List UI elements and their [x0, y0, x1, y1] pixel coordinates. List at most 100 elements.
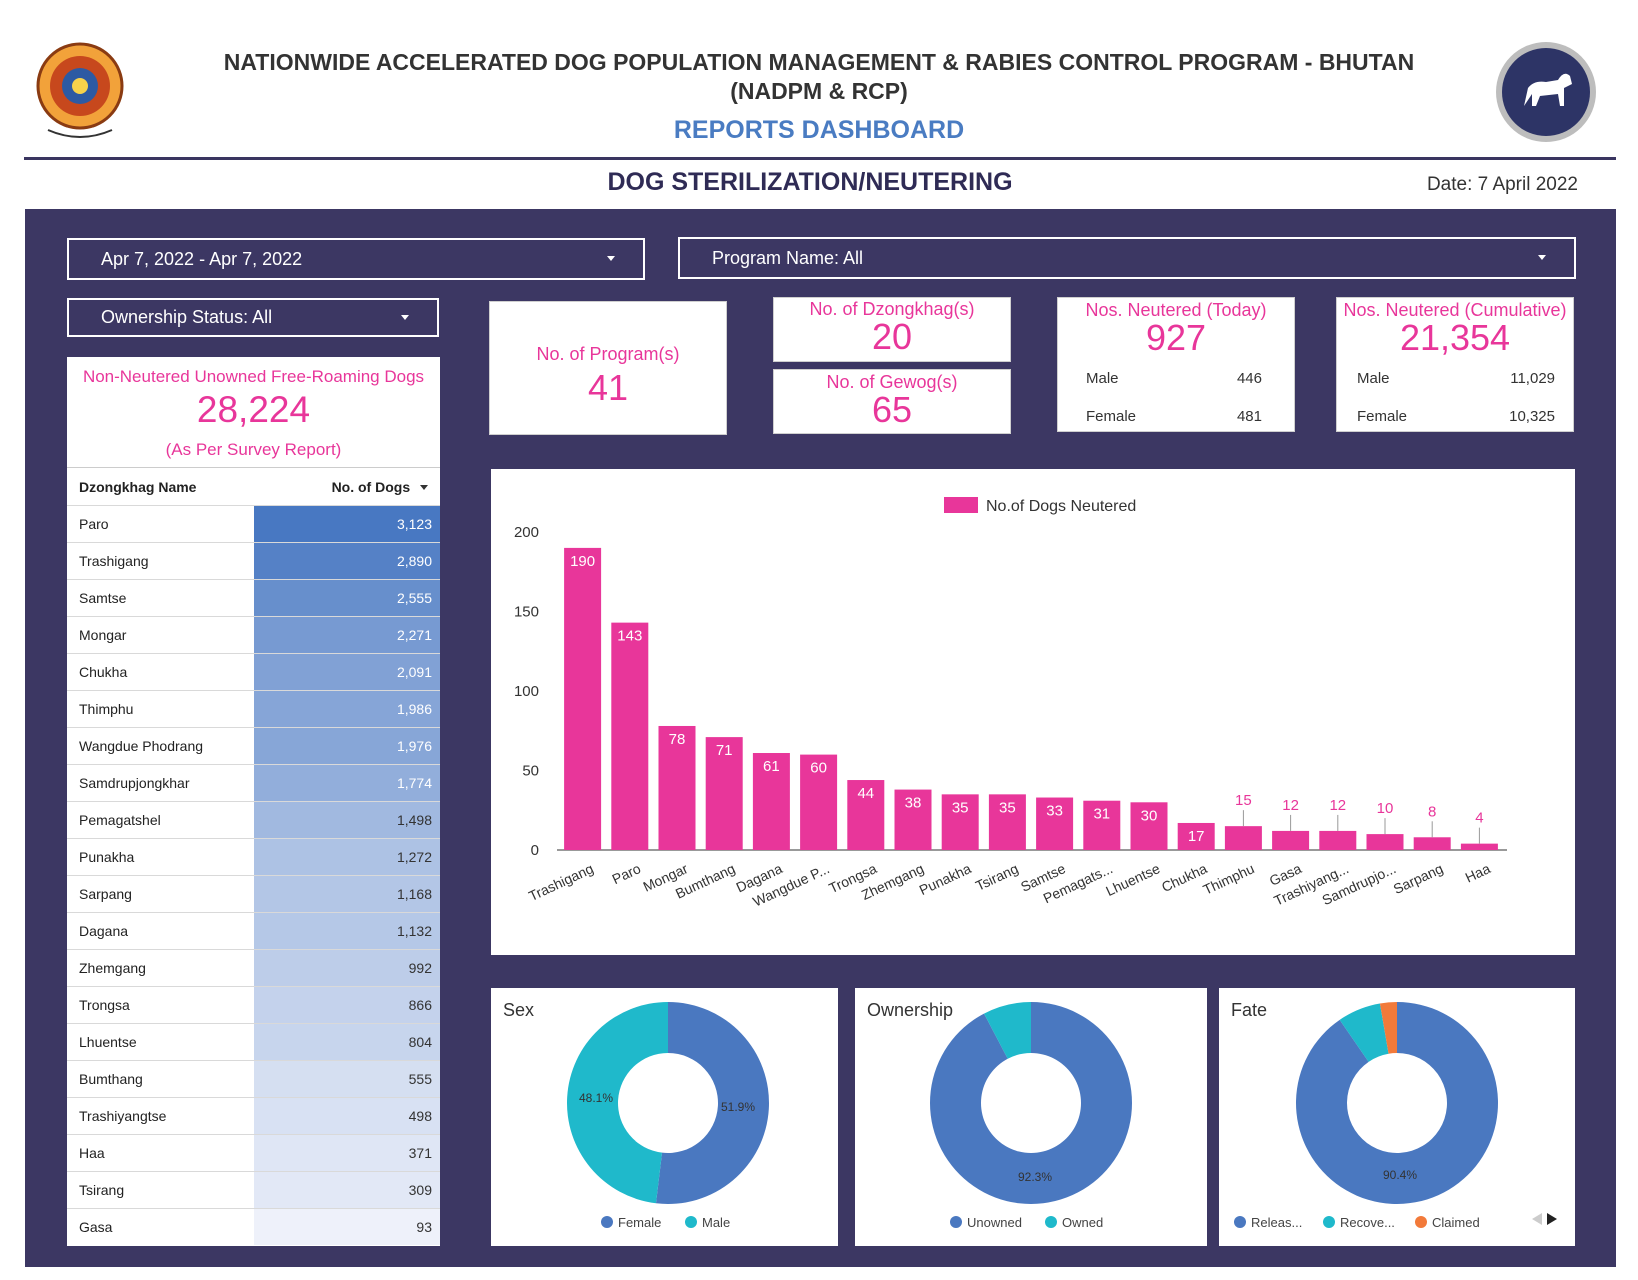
legend-prev-icon[interactable] — [1532, 1213, 1542, 1225]
donut-slice[interactable] — [567, 1002, 668, 1204]
y-tick-label: 100 — [514, 683, 539, 700]
dzongkhag-name: Trongsa — [79, 997, 130, 1013]
table-row[interactable]: Paro 3,123 — [67, 505, 440, 542]
bar-value-label: 15 — [1235, 792, 1252, 809]
bar — [894, 789, 932, 850]
legend-dot — [685, 1216, 697, 1228]
table-row[interactable]: Thimphu 1,986 — [67, 690, 440, 727]
table-row[interactable]: Sarpang 1,168 — [67, 875, 440, 912]
dzongkhag-name: Lhuentse — [79, 1034, 137, 1050]
dashboard-subtitle: REPORTS DASHBOARD — [673, 116, 965, 144]
table-row[interactable]: Haa 371 — [67, 1134, 440, 1171]
legend-label: Releas... — [1251, 1215, 1302, 1230]
dog-count: 2,091 — [396, 664, 432, 680]
legend-dot — [1234, 1216, 1246, 1228]
column-header-dogs[interactable]: No. of Dogs — [332, 479, 428, 495]
program-name-filter[interactable]: Program Name: All — [678, 237, 1576, 279]
table-row[interactable]: Bumthang 555 — [67, 1060, 440, 1097]
dog-count: 1,976 — [396, 738, 432, 754]
donut-slice[interactable] — [1379, 1002, 1397, 1054]
y-tick-label: 150 — [514, 604, 539, 621]
table-row[interactable]: Pemagatshel 1,498 — [67, 801, 440, 838]
donut-slice[interactable] — [930, 1002, 1132, 1204]
bar-value-label: 71 — [716, 742, 733, 759]
table-row[interactable]: Zhemgang 992 — [67, 949, 440, 986]
title-line-2: (NADPM & RCP) — [730, 78, 908, 104]
x-tick-label: Sarpang — [1391, 860, 1446, 897]
date-range-filter[interactable]: Apr 7, 2022 - Apr 7, 2022 — [67, 238, 645, 280]
legend-next-icon[interactable] — [1547, 1213, 1557, 1225]
dog-count: 498 — [408, 1108, 432, 1124]
dog-count: 1,272 — [396, 849, 432, 865]
table-row[interactable]: Punakha 1,272 — [67, 838, 440, 875]
bar-value-label: 60 — [810, 760, 827, 777]
bar — [1366, 834, 1404, 850]
legend-label: Owned — [1062, 1215, 1103, 1230]
table-row[interactable]: Samdrupjongkhar 1,774 — [67, 764, 440, 801]
donut-slice[interactable] — [984, 1002, 1031, 1059]
bar — [988, 794, 1026, 850]
legend-label: Female — [618, 1215, 661, 1230]
table-row[interactable]: Tsirang 309 — [67, 1171, 440, 1208]
bar — [800, 754, 838, 850]
table-row[interactable]: Wangdue Phodrang 1,976 — [67, 727, 440, 764]
dog-count-cell: 2,555 — [254, 580, 440, 616]
neutered-cumulative-scorecard: Nos. Neutered (Cumulative) 21,354 Male 1… — [1336, 297, 1574, 432]
dog-count-cell: 2,271 — [254, 617, 440, 653]
slice-percent-label: 90.4% — [1383, 1168, 1417, 1182]
today-male-label: Male — [1086, 370, 1119, 387]
table-row[interactable]: Lhuentse 804 — [67, 1023, 440, 1060]
survey-value: 28,224 — [196, 389, 311, 430]
ownership-donut-svg: 92.3% Unowned Owned — [930, 1002, 1132, 1230]
dog-count: 804 — [408, 1034, 432, 1050]
table-row[interactable]: Mongar 2,271 — [67, 616, 440, 653]
ownership-chart-title: Ownership — [867, 1000, 954, 1020]
dzongkhag-name: Trashigang — [79, 553, 149, 569]
column-header-name: Dzongkhag Name — [79, 479, 197, 495]
bar-value-label: 35 — [952, 799, 969, 816]
table-row[interactable]: Chukha 2,091 — [67, 653, 440, 690]
sort-desc-icon — [420, 485, 428, 490]
today-value: 927 — [1145, 317, 1207, 358]
cumulative-male-label: Male — [1357, 370, 1390, 387]
donut-slice[interactable] — [655, 1002, 769, 1204]
slice-percent-label: 92.3% — [1018, 1170, 1052, 1184]
legend-label: No.of Dogs Neutered — [986, 498, 1136, 515]
x-tick-label: Tsirang — [973, 860, 1021, 894]
dog-count-cell: 498 — [254, 1098, 440, 1134]
dzongkhag-name: Trashiyangtse — [79, 1108, 167, 1124]
bar-value-label: 44 — [857, 785, 874, 802]
bar — [752, 753, 790, 850]
dzongkhag-name: Tsirang — [79, 1182, 125, 1198]
table-row[interactable]: Dagana 1,132 — [67, 912, 440, 949]
donut-slice[interactable] — [1339, 1003, 1389, 1062]
bar-value-label: 31 — [1093, 806, 1110, 823]
fate-donut-svg: 90.4% Releas... Recove... Claimed — [1234, 1002, 1498, 1230]
bar-value-label: 61 — [763, 758, 780, 775]
table-row[interactable]: Trashiyangtse 498 — [67, 1097, 440, 1134]
table-row[interactable]: Trashigang 2,890 — [67, 542, 440, 579]
table-row[interactable]: Gasa 93 — [67, 1208, 440, 1245]
dzongkhag-name: Sarpang — [79, 886, 132, 902]
table-row[interactable]: Trongsa 866 — [67, 986, 440, 1023]
dog-count-cell: 3,123 — [254, 506, 440, 542]
dog-count: 1,168 — [396, 886, 432, 902]
bar-value-label: 10 — [1377, 800, 1394, 817]
dzongkhag-name: Bumthang — [79, 1071, 143, 1087]
dzongkhag-name: Haa — [79, 1145, 105, 1161]
dzongkhag-name: Thimphu — [79, 701, 134, 717]
dog-count-cell: 804 — [254, 1024, 440, 1060]
table-row[interactable]: Samtse 2,555 — [67, 579, 440, 616]
donut-slice[interactable] — [1296, 1002, 1498, 1204]
dog-count-cell: 1,498 — [254, 802, 440, 838]
today-male-value: 446 — [1236, 370, 1262, 387]
fate-donut-card: Fate 90.4% Releas... Recove... Claimed — [1219, 988, 1575, 1246]
legend-dot — [950, 1216, 962, 1228]
gewogs-scorecard: No. of Gewog(s) 65 — [773, 369, 1011, 434]
legend-swatch — [944, 497, 978, 513]
chevron-down-icon — [401, 314, 409, 320]
programs-value: 41 — [587, 367, 629, 408]
dog-count-cell: 2,091 — [254, 654, 440, 690]
legend-label: Male — [702, 1215, 730, 1230]
ownership-status-filter[interactable]: Ownership Status: All — [67, 298, 439, 337]
